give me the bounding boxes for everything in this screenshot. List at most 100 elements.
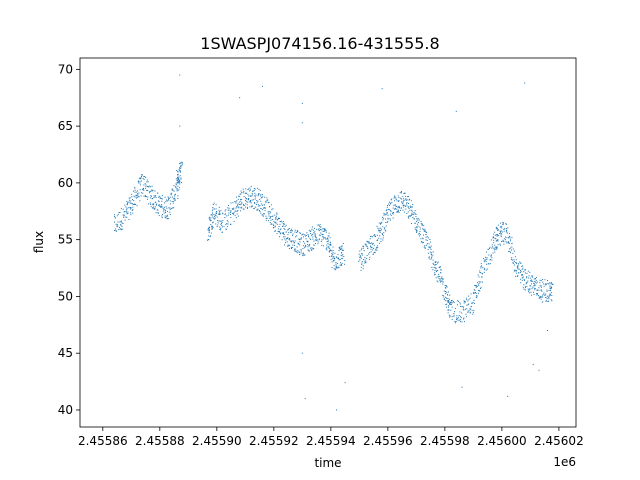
data-point bbox=[131, 196, 133, 198]
data-point bbox=[305, 238, 307, 240]
data-point bbox=[534, 289, 536, 291]
data-point bbox=[295, 249, 297, 251]
data-point bbox=[432, 263, 434, 265]
data-point bbox=[287, 237, 289, 239]
data-point bbox=[178, 176, 180, 178]
data-point bbox=[257, 209, 259, 211]
data-point bbox=[461, 312, 463, 314]
data-point bbox=[545, 283, 547, 285]
data-point bbox=[292, 230, 294, 232]
data-point bbox=[289, 239, 291, 241]
data-point bbox=[501, 227, 503, 229]
data-point bbox=[475, 285, 477, 287]
data-point bbox=[409, 215, 411, 217]
data-point bbox=[386, 213, 388, 215]
data-point bbox=[251, 205, 253, 207]
data-point bbox=[212, 207, 214, 209]
data-point bbox=[365, 245, 367, 247]
data-point bbox=[221, 231, 223, 233]
data-point bbox=[288, 244, 290, 246]
data-point bbox=[122, 223, 124, 225]
data-point bbox=[240, 193, 242, 195]
data-point bbox=[364, 262, 366, 264]
data-point bbox=[180, 162, 182, 164]
data-point bbox=[261, 85, 263, 87]
data-point bbox=[512, 252, 514, 254]
data-point bbox=[466, 299, 468, 301]
data-point bbox=[461, 321, 463, 323]
data-point bbox=[390, 199, 392, 201]
data-point bbox=[215, 204, 217, 206]
data-point bbox=[218, 206, 220, 208]
data-point bbox=[406, 199, 408, 201]
data-point bbox=[260, 212, 262, 214]
data-point bbox=[247, 201, 249, 203]
data-point bbox=[482, 273, 484, 275]
data-point bbox=[431, 252, 433, 254]
data-point bbox=[132, 204, 134, 206]
data-point bbox=[373, 234, 375, 236]
data-point bbox=[166, 200, 168, 202]
data-point bbox=[525, 282, 527, 284]
data-point bbox=[437, 281, 439, 283]
data-point bbox=[303, 241, 305, 243]
data-point bbox=[474, 292, 476, 294]
data-point bbox=[490, 255, 492, 257]
data-point bbox=[295, 236, 297, 238]
data-point bbox=[432, 262, 434, 264]
data-point bbox=[152, 203, 154, 205]
data-point bbox=[237, 207, 239, 209]
data-point bbox=[286, 238, 288, 240]
data-point bbox=[300, 252, 302, 254]
data-point bbox=[339, 264, 341, 266]
data-point bbox=[524, 289, 526, 291]
data-point bbox=[396, 200, 398, 202]
data-point bbox=[434, 272, 436, 274]
data-point bbox=[430, 245, 432, 247]
data-point bbox=[411, 214, 413, 216]
data-point bbox=[394, 195, 396, 197]
data-point bbox=[476, 294, 478, 296]
data-point bbox=[313, 244, 315, 246]
data-point bbox=[546, 295, 548, 297]
data-point bbox=[530, 277, 532, 279]
data-point bbox=[405, 198, 407, 200]
data-point bbox=[448, 309, 450, 311]
data-point bbox=[359, 256, 361, 258]
data-point bbox=[534, 287, 536, 289]
data-point bbox=[148, 192, 150, 194]
data-point bbox=[467, 310, 469, 312]
data-point bbox=[551, 292, 553, 294]
data-point bbox=[425, 236, 427, 238]
data-point bbox=[222, 220, 224, 222]
data-point bbox=[410, 206, 412, 208]
data-point bbox=[223, 226, 225, 228]
data-point bbox=[259, 199, 261, 201]
data-point bbox=[312, 247, 314, 249]
data-point bbox=[393, 204, 395, 206]
data-point bbox=[490, 239, 492, 241]
data-point bbox=[379, 227, 381, 229]
data-point bbox=[114, 221, 116, 223]
data-point bbox=[495, 226, 497, 228]
data-point bbox=[143, 178, 145, 180]
data-point bbox=[335, 262, 337, 264]
data-point bbox=[361, 247, 363, 249]
data-point bbox=[341, 258, 343, 260]
data-point bbox=[545, 293, 547, 295]
data-point bbox=[471, 309, 473, 311]
data-point bbox=[528, 277, 530, 279]
data-point bbox=[465, 308, 467, 310]
data-point bbox=[549, 286, 551, 288]
data-point bbox=[545, 283, 547, 285]
data-point bbox=[233, 207, 235, 209]
data-point bbox=[176, 187, 178, 189]
data-point bbox=[238, 206, 240, 208]
data-point bbox=[240, 198, 242, 200]
data-point bbox=[501, 230, 503, 232]
data-point bbox=[142, 189, 144, 191]
data-point bbox=[340, 264, 342, 266]
data-point bbox=[338, 266, 340, 268]
data-point bbox=[434, 261, 436, 263]
data-point bbox=[371, 246, 373, 248]
